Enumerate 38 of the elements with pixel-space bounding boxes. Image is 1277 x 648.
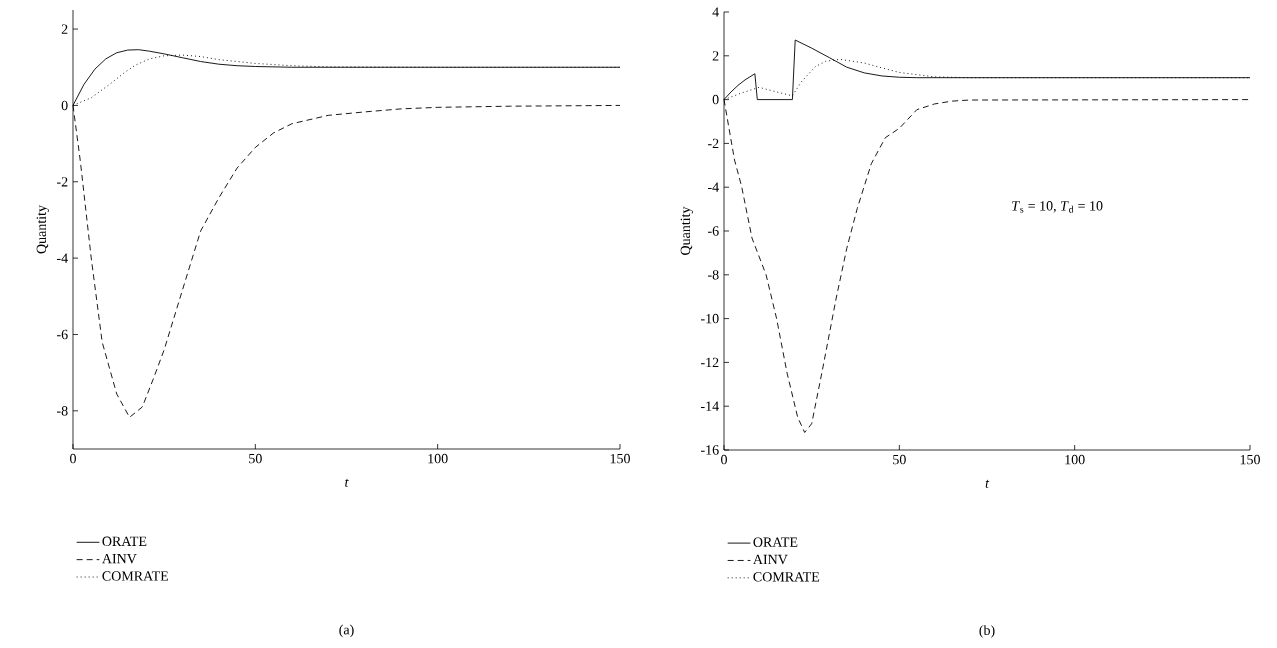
legend-label: AINV — [753, 554, 788, 565]
y-tick-label: -8 — [56, 406, 68, 416]
y-tick-label: -12 — [701, 357, 719, 368]
legend-label: ORATE — [753, 537, 798, 547]
y-tick-label: -6 — [56, 329, 68, 340]
y-tick-label: -14 — [701, 401, 719, 411]
legend-label: COMRATE — [102, 571, 169, 581]
y-tick-label: -2 — [56, 177, 68, 187]
x-axis-title: t — [345, 478, 349, 487]
y-tick-label: 2 — [712, 51, 719, 61]
x-tick-label: 0 — [721, 454, 727, 465]
y-tick-label: 0 — [712, 94, 719, 105]
y-tick-label: -4 — [708, 182, 719, 192]
text: (a) — [339, 624, 354, 638]
y-axis-title: Quantity — [36, 205, 49, 254]
y-tick-label: 0 — [61, 100, 68, 111]
x-tick-label: 100 — [428, 453, 448, 464]
x-tick-label: 0 — [70, 453, 76, 464]
y-tick-label: -16 — [701, 445, 719, 455]
y-tick-label: -4 — [56, 253, 68, 263]
x-tick-label: 150 — [1240, 454, 1260, 465]
y-axis-title: Quantity — [680, 206, 693, 255]
annotation: T$_{s}$ = 10, T$_{d}$ = 10 — [1012, 201, 1103, 213]
x-tick-label: 100 — [1065, 454, 1085, 465]
y-tick-label: 2 — [61, 24, 68, 34]
x-axis-title: t — [985, 479, 990, 488]
x-tick-label: 50 — [249, 453, 262, 464]
legend-label: AINV — [102, 553, 137, 564]
y-tick-label: -8 — [708, 270, 719, 280]
y-tick-label: -10 — [701, 313, 719, 324]
legend-label: ORATE — [102, 536, 147, 547]
y-tick-label: 4 — [712, 7, 719, 17]
legend-label: COMRATE — [753, 572, 820, 582]
x-tick-label: 50 — [893, 454, 906, 465]
text: (b) — [979, 625, 995, 638]
x-tick-label: 150 — [610, 453, 630, 464]
y-tick-label: -2 — [708, 138, 719, 149]
y-tick-label: -6 — [708, 226, 719, 236]
